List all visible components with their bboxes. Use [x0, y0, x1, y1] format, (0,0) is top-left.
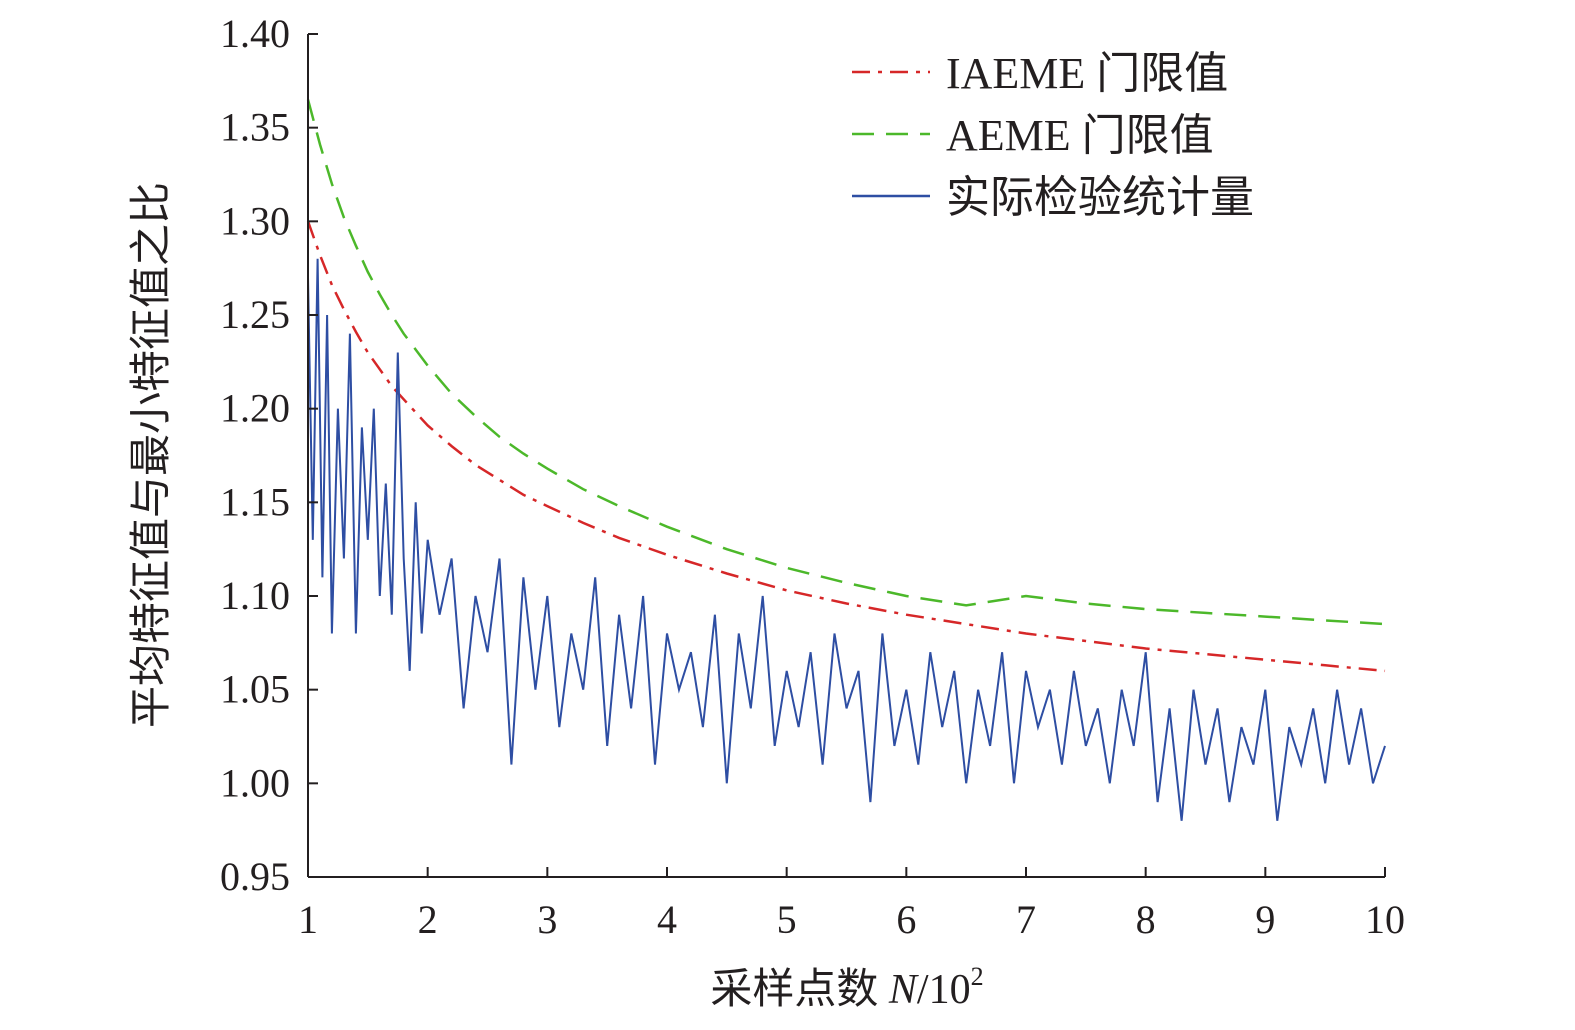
y-tick-label: 1.30 — [220, 198, 290, 243]
y-tick-label: 1.40 — [220, 11, 290, 56]
y-tick-label: 1.20 — [220, 386, 290, 431]
x-tick-label: 2 — [418, 897, 438, 942]
plot-lines — [306, 99, 1386, 821]
y-tick-label: 1.25 — [220, 292, 290, 337]
x-tick-label: 9 — [1255, 897, 1275, 942]
x-axis-title: 采样点数 N/102 — [710, 962, 983, 1013]
x-tick-label: 6 — [896, 897, 916, 942]
x-axis-title-exp: 2 — [971, 962, 984, 991]
x-tick-label: 4 — [657, 897, 677, 942]
y-tick-label: 0.95 — [220, 854, 290, 899]
x-tick-label: 10 — [1365, 897, 1405, 942]
x-axis-title-unit: /10 — [917, 967, 971, 1013]
y-axis-title: 平均特征值与最小特征值之比 — [129, 182, 175, 728]
series-line-1 — [306, 99, 1386, 626]
x-axis-title-var: N — [888, 967, 919, 1013]
x-tick-label: 8 — [1136, 897, 1156, 942]
legend-label-0: IAEME 门限值 — [946, 49, 1228, 98]
series-line-0 — [306, 220, 1386, 673]
legend-label-1: AEME 门限值 — [946, 111, 1214, 160]
x-tick-label: 5 — [777, 897, 797, 942]
legend-label-2: 实际检验统计量 — [946, 173, 1254, 222]
y-tick-label: 1.10 — [220, 573, 290, 618]
y-tick-label: 1.35 — [220, 105, 290, 150]
series-line-2 — [307, 258, 1386, 821]
axes: 0.95 1.00 1.05 1.10 1.15 1.20 1.25 1.30 1.35 1.40… — [220, 11, 1405, 942]
y-tick-label: 1.00 — [220, 760, 290, 805]
x-axis-title-text: 采样点数 — [710, 967, 889, 1013]
x-tick-label: 7 — [1016, 897, 1036, 942]
x-tick-label: 3 — [537, 897, 557, 942]
x-tick-label: 1 — [298, 897, 318, 942]
y-tick-label: 1.05 — [220, 667, 290, 712]
y-tick-label: 1.15 — [220, 479, 290, 524]
